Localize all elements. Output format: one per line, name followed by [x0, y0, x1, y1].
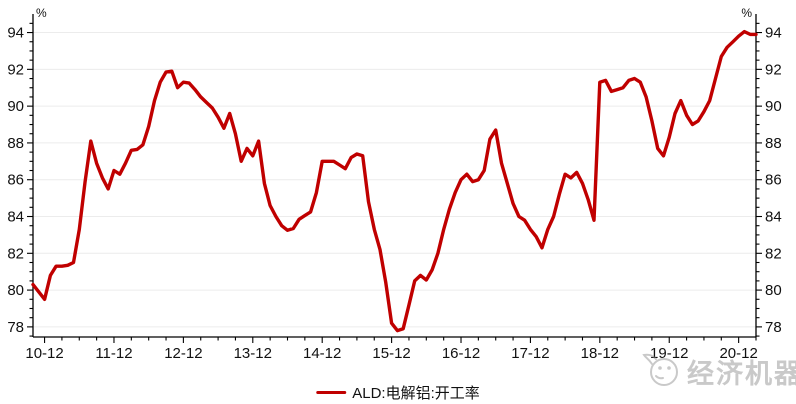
x-tick-label: 16-12	[442, 345, 480, 362]
x-tick-label: 12-12	[164, 345, 202, 362]
y-tick-label-right: 94	[765, 25, 782, 42]
legend-label: ALD:电解铝:开工率	[352, 385, 480, 402]
y-tick-label-left: 78	[7, 319, 24, 336]
x-tick-label: 14-12	[303, 345, 341, 362]
y-tick-label-right: 78	[765, 319, 782, 336]
y-tick-label-left: 94	[7, 25, 24, 42]
x-tick-label: 11-12	[95, 345, 132, 362]
y-axis-unit-right: %	[741, 6, 752, 20]
y-tick-label-left: 92	[7, 61, 24, 78]
y-tick-label-left: 84	[7, 209, 24, 226]
y-tick-label-right: 92	[765, 61, 782, 78]
y-tick-label-right: 84	[765, 209, 782, 226]
x-tick-label: 17-12	[511, 345, 549, 362]
y-tick-label-right: 80	[765, 282, 782, 299]
x-tick-label: 10-12	[25, 345, 63, 362]
y-tick-label-right: 90	[765, 98, 782, 115]
x-tick-label: 18-12	[581, 345, 619, 362]
y-axis-unit-left: %	[36, 6, 47, 20]
axis-ticks	[27, 22, 762, 343]
axes	[32, 14, 757, 338]
y-tick-label-left: 82	[7, 245, 24, 262]
x-tick-label: 13-12	[234, 345, 272, 362]
x-tick-label: 19-12	[650, 345, 688, 362]
series-line-operating-rate	[31, 29, 758, 333]
y-tick-label-left: 86	[7, 172, 24, 189]
y-tick-label-left: 88	[7, 135, 24, 152]
x-tick-label: 20-12	[719, 345, 757, 362]
x-tick-label: 15-12	[372, 345, 410, 362]
y-tick-label-right: 86	[765, 172, 782, 189]
legend: ALD:电解铝:开工率	[316, 382, 480, 403]
y-tick-label-right: 88	[765, 135, 782, 152]
y-tick-label-left: 90	[7, 98, 24, 115]
axis-labels: 78 78 80 80 82 82 84 84 86 86 88 88 90 90 92 92 94 94 10-1…	[7, 6, 781, 362]
y-tick-label-left: 80	[7, 282, 24, 299]
y-tick-label-right: 82	[765, 245, 782, 262]
legend-line-swatch	[316, 390, 347, 395]
gridlines	[33, 32, 756, 328]
